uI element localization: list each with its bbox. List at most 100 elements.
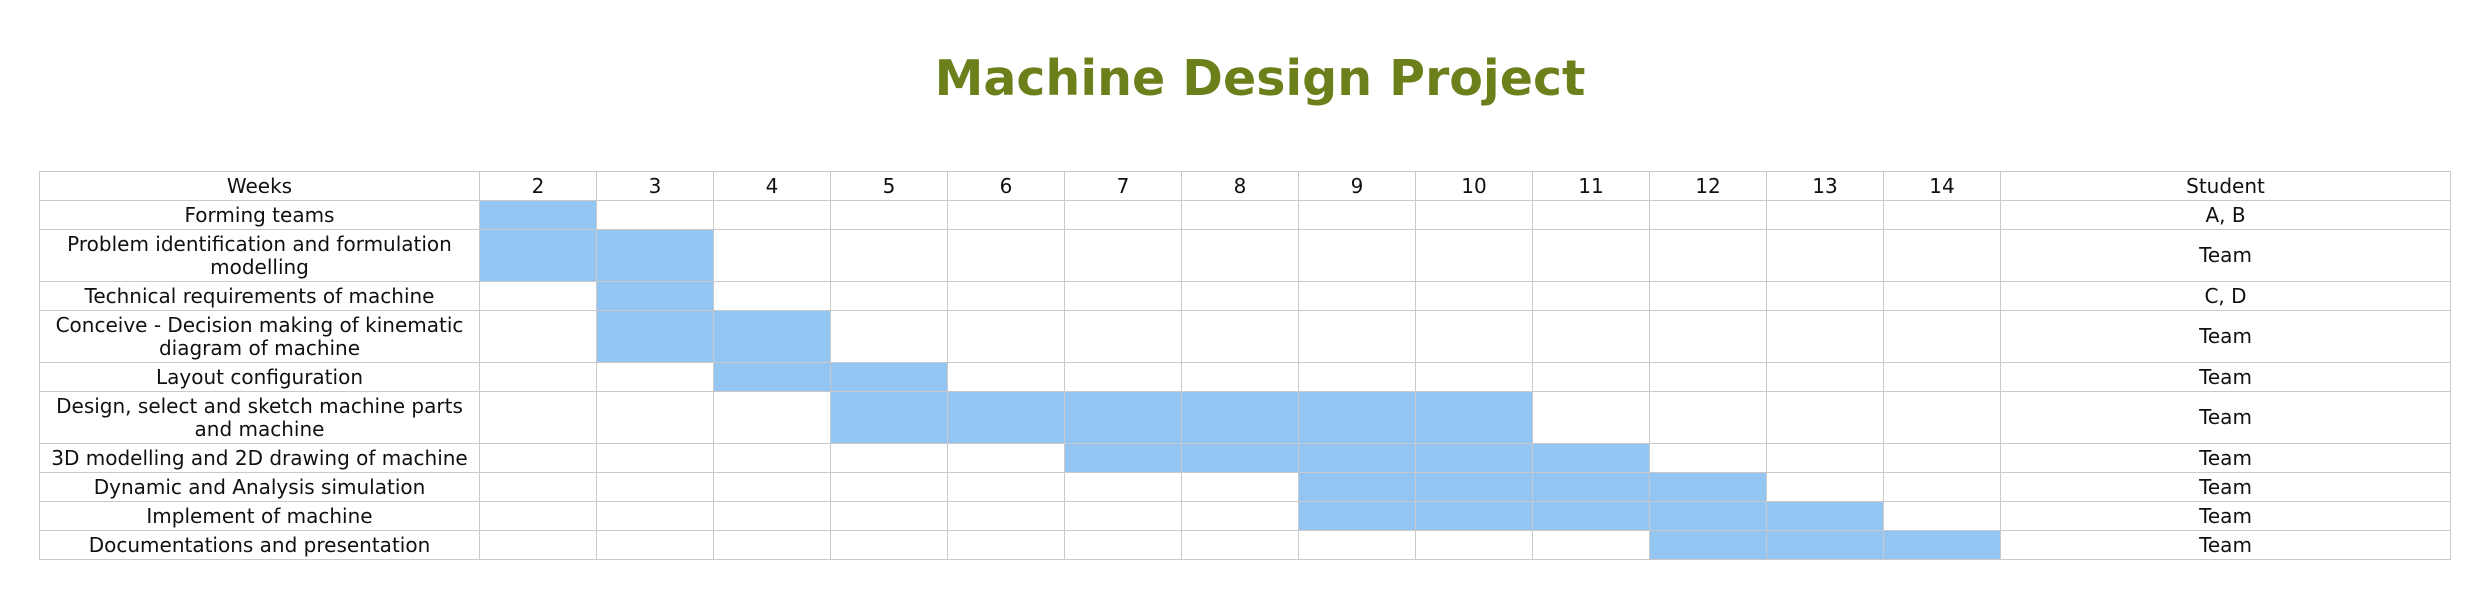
task-name: Design, select and sketch machine parts … [39, 391, 480, 444]
header-row: Weeks 2 3 4 5 6 7 8 9 10 11 12 13 14 Student [39, 171, 2451, 201]
gantt-bar-cell [1298, 443, 1416, 473]
empty-cell [596, 530, 714, 560]
empty-cell [1649, 391, 1767, 444]
empty-cell [947, 229, 1065, 282]
gantt-bar-cell [1766, 501, 1884, 531]
empty-cell [1649, 200, 1767, 230]
gantt-bar-cell [713, 310, 831, 363]
empty-cell [1181, 501, 1299, 531]
empty-cell [1649, 310, 1767, 363]
empty-cell [1883, 443, 2001, 473]
empty-cell [1883, 472, 2001, 502]
empty-cell [1649, 229, 1767, 282]
week-header-7: 7 [1064, 171, 1182, 201]
weeks-header: Weeks [39, 171, 480, 201]
empty-cell [1298, 200, 1416, 230]
task-name: 3D modelling and 2D drawing of machine [39, 443, 480, 473]
week-header-2: 2 [479, 171, 597, 201]
empty-cell [479, 362, 597, 392]
empty-cell [830, 443, 948, 473]
empty-cell [1766, 310, 1884, 363]
empty-cell [1649, 362, 1767, 392]
task-name: Layout configuration [39, 362, 480, 392]
empty-cell [713, 200, 831, 230]
empty-cell [713, 281, 831, 311]
empty-cell [1649, 443, 1767, 473]
gantt-bar-cell [1181, 443, 1299, 473]
empty-cell [947, 310, 1065, 363]
task-name: Dynamic and Analysis simulation [39, 472, 480, 502]
empty-cell [1064, 229, 1182, 282]
empty-cell [1766, 362, 1884, 392]
empty-cell [596, 472, 714, 502]
gantt-bar-cell [1064, 443, 1182, 473]
task-name: Technical requirements of machine [39, 281, 480, 311]
gantt-bar-cell [1883, 530, 2001, 560]
gantt-bar-cell [1415, 472, 1533, 502]
gantt-bar-cell [1649, 530, 1767, 560]
empty-cell [596, 200, 714, 230]
empty-cell [1181, 472, 1299, 502]
empty-cell [830, 281, 948, 311]
empty-cell [830, 501, 948, 531]
empty-cell [830, 530, 948, 560]
empty-cell [830, 229, 948, 282]
empty-cell [1064, 501, 1182, 531]
empty-cell [1883, 501, 2001, 531]
student-cell: Team [2000, 229, 2451, 282]
empty-cell [1766, 472, 1884, 502]
week-header-9: 9 [1298, 171, 1416, 201]
empty-cell [947, 472, 1065, 502]
empty-cell [1883, 281, 2001, 311]
empty-cell [1532, 200, 1650, 230]
gantt-bar-cell [479, 200, 597, 230]
week-header-4: 4 [713, 171, 831, 201]
empty-cell [596, 443, 714, 473]
empty-cell [1532, 281, 1650, 311]
empty-cell [1532, 229, 1650, 282]
empty-cell [479, 530, 597, 560]
empty-cell [596, 501, 714, 531]
task-name: Implement of machine [39, 501, 480, 531]
task-row: Forming teams A, B [39, 200, 2451, 230]
week-header-10: 10 [1415, 171, 1533, 201]
empty-cell [479, 443, 597, 473]
gantt-bar-cell [713, 362, 831, 392]
empty-cell [830, 200, 948, 230]
empty-cell [1415, 310, 1533, 363]
empty-cell [830, 310, 948, 363]
student-cell: Team [2000, 310, 2451, 363]
gantt-bar-cell [1181, 391, 1299, 444]
gantt-bar-cell [1298, 391, 1416, 444]
week-header-3: 3 [596, 171, 714, 201]
empty-cell [1298, 530, 1416, 560]
empty-cell [1064, 362, 1182, 392]
empty-cell [1649, 281, 1767, 311]
gantt-bar-cell [1532, 443, 1650, 473]
gantt-bar-cell [1298, 472, 1416, 502]
gantt-bar-cell [596, 229, 714, 282]
task-row: Layout configuration Team [39, 362, 2451, 392]
empty-cell [479, 391, 597, 444]
gantt-bar-cell [596, 310, 714, 363]
empty-cell [1181, 362, 1299, 392]
student-cell: Team [2000, 472, 2451, 502]
empty-cell [947, 281, 1065, 311]
empty-cell [1181, 281, 1299, 311]
task-row: Implement of machine Team [39, 501, 2451, 531]
empty-cell [1883, 362, 2001, 392]
task-row: Problem identification and formulation m… [39, 229, 2451, 282]
empty-cell [713, 443, 831, 473]
empty-cell [1298, 362, 1416, 392]
empty-cell [1064, 530, 1182, 560]
empty-cell [1298, 310, 1416, 363]
task-row: Technical requirements of machine C, D [39, 281, 2451, 311]
task-row: Conceive - Decision making of kinematic … [39, 310, 2451, 363]
gantt-bar-cell [830, 391, 948, 444]
empty-cell [1415, 281, 1533, 311]
empty-cell [947, 362, 1065, 392]
empty-cell [1181, 200, 1299, 230]
student-cell: A, B [2000, 200, 2451, 230]
week-header-11: 11 [1532, 171, 1650, 201]
empty-cell [1532, 362, 1650, 392]
